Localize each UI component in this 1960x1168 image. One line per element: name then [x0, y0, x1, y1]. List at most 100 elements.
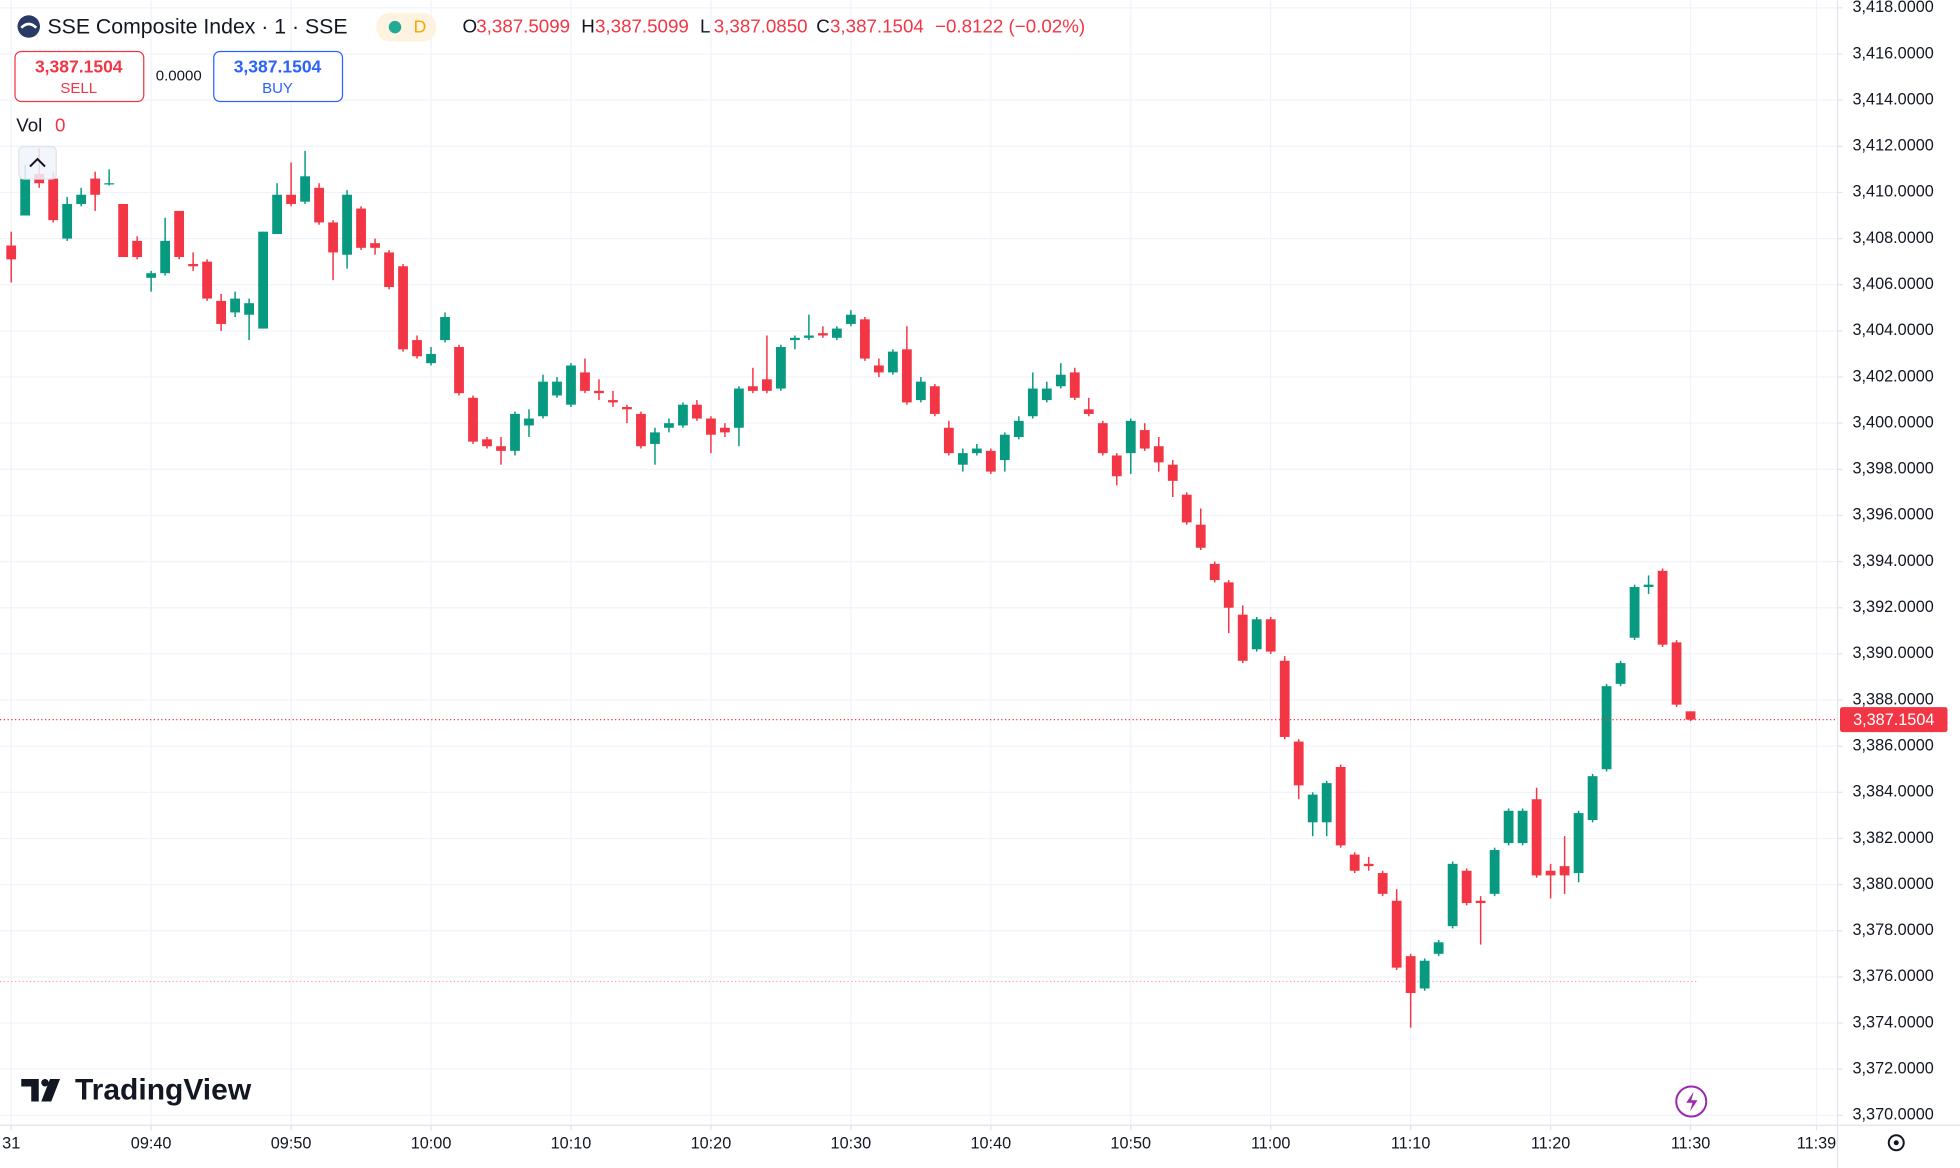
candle-body [1083, 409, 1094, 414]
candle-body [1685, 711, 1696, 720]
x-tick-label: 09:50 [271, 1134, 312, 1152]
candle-body [538, 381, 548, 417]
ohlc-value: 3,387.1504 [830, 16, 924, 37]
candle-body [678, 404, 688, 426]
candle-body [118, 203, 129, 258]
y-tick-label: 3,394.0000 [1853, 552, 1934, 570]
candle-body [202, 261, 213, 299]
candle-body [831, 328, 842, 338]
x-tick-label: 10:50 [1110, 1134, 1151, 1152]
candle-body [1433, 942, 1444, 954]
candle-body [398, 266, 408, 350]
candle-body [328, 222, 338, 253]
candle-body [6, 245, 17, 260]
y-tick-label: 3,370.0000 [1853, 1106, 1934, 1124]
y-tick-label: 3,396.0000 [1853, 506, 1934, 524]
ohlc-key: C [816, 16, 830, 37]
candle-body [216, 300, 227, 324]
candle-body [734, 388, 744, 428]
candle-body [817, 333, 828, 336]
candle-body [146, 273, 157, 278]
market-dot [388, 20, 402, 34]
settings-button[interactable] [1887, 1134, 1905, 1152]
spread: 0.0000 [156, 67, 202, 84]
candle-body [342, 194, 352, 255]
brand-mark [21, 1079, 60, 1102]
candle-body [650, 432, 660, 444]
candle-body [636, 413, 646, 447]
candle-body [664, 423, 674, 428]
candle-body [20, 178, 31, 216]
y-tick-label: 3,414.0000 [1853, 90, 1934, 108]
buy-button[interactable] [213, 50, 344, 103]
candle-body [1671, 642, 1682, 705]
candle-body [859, 319, 870, 359]
candle-body [244, 303, 255, 315]
candle-body [1111, 455, 1122, 477]
grid [0, 0, 1838, 1126]
sell-label: SELL [60, 80, 97, 97]
candle-body [1559, 866, 1570, 876]
candle-body [929, 386, 940, 414]
candle-body [1237, 614, 1248, 661]
candle-body [412, 340, 422, 357]
candle-body [468, 397, 478, 442]
y-tick-label: 3,412.0000 [1853, 137, 1934, 155]
y-tick-label: 3,404.0000 [1853, 321, 1934, 339]
candle-body [580, 372, 590, 391]
candle-body [160, 240, 171, 274]
y-tick-label: 3,418.0000 [1853, 0, 1934, 16]
candle-body [762, 379, 772, 391]
candle-body [1405, 956, 1416, 994]
status-badge[interactable] [376, 12, 437, 42]
candle-body [174, 210, 185, 258]
candle-body [1517, 810, 1528, 844]
candle-body [1657, 570, 1668, 645]
x-tick-label: 11:20 [1531, 1134, 1570, 1152]
candle-body [1363, 863, 1374, 867]
candle-body [1461, 870, 1472, 904]
candle-body [1475, 900, 1486, 904]
candle-body [1545, 870, 1556, 876]
x-tick-label: 10:30 [831, 1134, 872, 1152]
y-tick-label: 3,374.0000 [1853, 1013, 1934, 1031]
candle-body [1307, 794, 1318, 823]
candle-body [1167, 464, 1178, 481]
sell-price: 3,387.1504 [35, 56, 123, 76]
y-tick-label: 3,408.0000 [1853, 229, 1934, 247]
candle-body [454, 347, 464, 394]
candle-body [440, 317, 450, 341]
candle-body [188, 263, 199, 267]
candle-body [524, 418, 534, 426]
candle-body [789, 337, 800, 341]
legend-header: SSE Composite Index · 1 · SSE D O 3,387.5… [17, 12, 1085, 42]
y-tick-label: 3,388.0000 [1853, 690, 1934, 708]
ohlc-value: 3,387.0850 [714, 16, 808, 37]
y-tick-label: 3,380.0000 [1853, 875, 1934, 893]
volume-value: 0 [55, 114, 65, 135]
symbol-title[interactable]: SSE Composite Index · 1 · SSE [48, 14, 348, 38]
candle-body [901, 349, 912, 403]
brand-logo: TradingView [21, 1073, 252, 1106]
interval-badge: D [414, 16, 427, 36]
y-tick-label: 3,392.0000 [1853, 598, 1934, 616]
brand-name[interactable]: TradingView [75, 1073, 252, 1106]
candle-body [90, 178, 101, 195]
collapse-button[interactable] [18, 145, 57, 180]
settings-icon [1893, 1140, 1899, 1146]
y-tick-label: 3,402.0000 [1853, 367, 1934, 385]
y-tick-label: 3,406.0000 [1853, 275, 1934, 293]
candle-body [104, 183, 115, 185]
x-tick-label: 10:00 [411, 1134, 452, 1152]
sell-button[interactable] [14, 50, 145, 103]
ohlc-key: H [581, 16, 595, 37]
candle-body [957, 453, 968, 465]
candle-body [1391, 900, 1402, 968]
candle-body [943, 427, 954, 454]
candle-body [356, 208, 366, 248]
candle-body [845, 314, 856, 324]
candle-body [803, 335, 814, 338]
candle-body [594, 390, 604, 394]
collapse-icon [29, 157, 46, 168]
